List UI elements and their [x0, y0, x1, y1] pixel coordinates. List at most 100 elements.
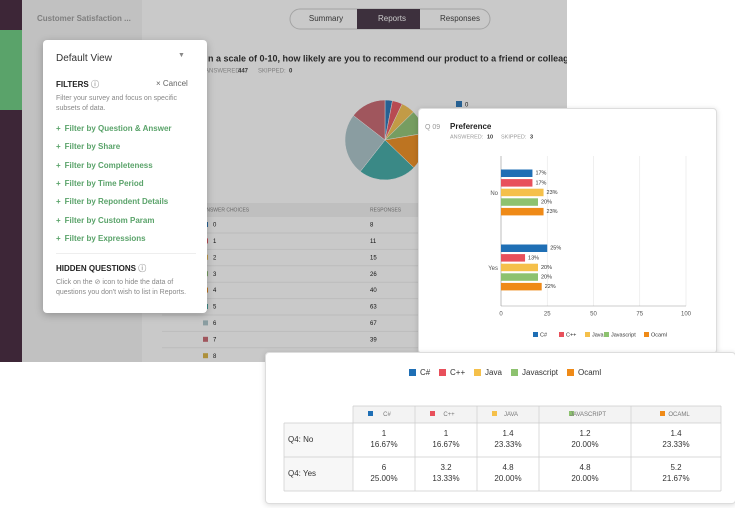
filter-item[interactable]: + Filter by Completeness: [56, 161, 157, 170]
legend-swatch: [567, 369, 574, 376]
answered-label: ANSWERED:: [205, 69, 242, 75]
filter-item[interactable]: + Filter by Question & Answer: [56, 124, 176, 133]
filters-heading: FILTERS: [56, 80, 89, 89]
pie-legend-swatch: [456, 101, 462, 107]
pie-slice: [353, 99, 386, 141]
plus-icon: +: [56, 215, 61, 225]
legend-label: C#: [420, 368, 431, 377]
tab[interactable]: Reports: [378, 14, 406, 23]
cell-value: 4.8: [502, 463, 514, 472]
skipped: 0: [289, 69, 293, 75]
answer-choice: 4: [213, 288, 217, 294]
legend-label: C++: [566, 332, 576, 338]
response-count: 8: [370, 223, 374, 229]
legend-label: C++: [450, 368, 465, 377]
cell-value: 1.4: [502, 429, 514, 438]
cell-value: 1: [444, 429, 449, 438]
skipped-label: SKIPPED:: [501, 134, 527, 140]
column-header: C++: [443, 412, 455, 418]
tab-active: [357, 9, 420, 29]
view-name[interactable]: Default View: [56, 53, 112, 64]
header-swatch: [569, 411, 574, 416]
plus-icon: +: [56, 178, 61, 188]
chart-title: Preference: [450, 122, 492, 131]
value-label: 17%: [535, 171, 546, 177]
answer-choice: 6: [213, 321, 217, 327]
column-header: JAVA: [504, 412, 518, 418]
response-count: 40: [370, 288, 377, 294]
filter-item[interactable]: + Filter by Time Period: [56, 179, 148, 188]
legend-swatch: [585, 332, 590, 337]
row-swatch: [203, 353, 208, 359]
pie-slice: [359, 139, 415, 181]
x-tick-label: 25: [544, 312, 551, 318]
cell-percent: 25.00%: [370, 474, 397, 483]
legend-swatch: [559, 332, 564, 337]
cell-percent: 20.00%: [494, 474, 521, 483]
response-count: 39: [370, 337, 377, 343]
answer-choice: 3: [213, 272, 217, 278]
bar-chart: Q 09 Preference ANSWERED: 10 SKIPPED: 3 …: [425, 122, 692, 338]
column-header: C#: [383, 412, 391, 418]
cell-percent: 16.67%: [432, 440, 459, 449]
filter-item[interactable]: + Filter by Repondent Details: [56, 197, 172, 206]
plus-icon: +: [56, 142, 61, 152]
answered: 447: [238, 69, 249, 75]
column-header: OCAML: [668, 412, 690, 418]
legend-swatch: [409, 369, 416, 376]
filter-label: Filter by Completeness: [64, 160, 153, 170]
answer-choice: 0: [213, 223, 217, 229]
answered: 10: [487, 134, 493, 140]
answer-choice: 8: [213, 354, 217, 360]
x-tick-label: 50: [590, 312, 597, 318]
tab[interactable]: Responses: [440, 14, 480, 23]
answered-label: ANSWERED:: [450, 134, 484, 140]
sidebar-active: [0, 30, 22, 110]
y-tick-label: Yes: [488, 266, 498, 272]
cell-value: 5.2: [670, 463, 682, 472]
hidden-description: Click on the ⊘ icon to hide the data of …: [56, 278, 196, 298]
tab[interactable]: Summary: [309, 14, 343, 23]
help-icon[interactable]: ⓘ: [90, 80, 99, 89]
legend-swatch: [474, 369, 481, 376]
filter-item[interactable]: + Filter by Custom Param: [56, 216, 158, 225]
filter-panel: Default View ▼ FILTERS ⓘ × Cancel Filter…: [43, 40, 207, 313]
hidden-description: Click on the: [56, 279, 93, 286]
value-label: 17%: [535, 180, 546, 186]
help-icon[interactable]: ⓘ: [138, 264, 147, 273]
legend-label: Javascript: [611, 332, 636, 338]
filter-item[interactable]: + Filter by Expressions: [56, 234, 150, 243]
legend-label: Java: [592, 332, 605, 338]
row-label: Q4: No: [288, 435, 314, 444]
bar: [501, 244, 548, 252]
cancel-text[interactable]: Cancel: [162, 79, 188, 88]
cell-value: 1: [382, 429, 387, 438]
bar: [501, 273, 538, 281]
y-tick-label: No: [490, 191, 498, 197]
legend-label: C#: [540, 332, 548, 338]
value-label: 22%: [545, 284, 556, 290]
filter-item[interactable]: + Filter by Share: [56, 142, 124, 151]
dropdown-arrow[interactable]: ▼: [178, 52, 185, 59]
cell-percent: 21.67%: [662, 474, 689, 483]
pie-legend: 0: [465, 103, 469, 109]
column-header: JAVASCRIPT: [570, 412, 606, 418]
cell-value: 1.4: [670, 429, 682, 438]
x-tick-label: 75: [636, 312, 643, 318]
value-label: 20%: [541, 200, 552, 206]
bar: [501, 198, 538, 206]
filter-label: Filter by Expressions: [64, 233, 146, 243]
response-count: 26: [370, 272, 377, 278]
bar: [501, 169, 533, 177]
answer-choice: 7: [213, 337, 217, 343]
bar: [501, 263, 538, 272]
x-tick-label: 0: [499, 312, 503, 318]
cancel[interactable]: × Cancel: [156, 79, 188, 88]
pie-slice: [344, 115, 386, 172]
legend-label: Java: [485, 368, 502, 377]
header-swatch: [430, 411, 435, 416]
divider: [56, 253, 196, 254]
response-count: 63: [370, 305, 377, 311]
filter-label: Filter by Custom Param: [64, 215, 155, 225]
legend-swatch: [439, 369, 446, 376]
